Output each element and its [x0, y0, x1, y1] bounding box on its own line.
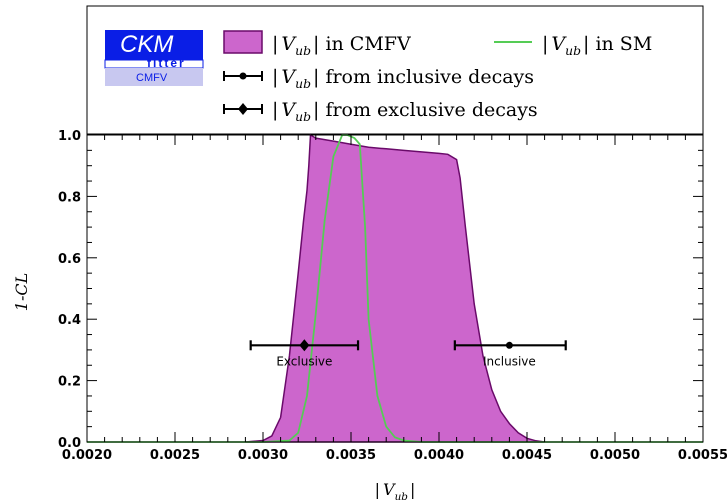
x-tick-label: 0.0020	[62, 448, 112, 463]
x-tick-label: 0.0045	[502, 448, 552, 463]
legend-sm-label: | Vub | in SM	[542, 33, 652, 58]
x-axis-label: | Vub |	[375, 480, 416, 503]
error-bar-inclusive: Inclusive	[453, 340, 567, 368]
x-tick-label: 0.0055	[678, 448, 727, 463]
legend-exclusive-label: | Vub | from exclusive decays	[272, 99, 538, 124]
logo-cmfv-background	[105, 68, 203, 86]
error-bar-exclusive: Exclusive	[249, 339, 360, 368]
y-tick-label: 0.2	[58, 375, 81, 390]
series-cmfv-area	[245, 133, 545, 443]
axis-ticks: 0.0020 0.0025 0.0030 0.0035 0.0040 0.0045 0.00…	[58, 129, 727, 463]
x-tick-label: 0.0035	[326, 448, 376, 463]
error-bar-label: Exclusive	[276, 354, 332, 368]
ckmfitter-logo: CKM fitter CMFV	[104, 30, 204, 86]
legend-exclusive-swatch	[223, 103, 263, 115]
x-tick-label: 0.0025	[150, 448, 200, 463]
x-tick-label: 0.0050	[590, 448, 640, 463]
y-axis-label: 1-CL	[12, 273, 31, 311]
logo-fitter-text: fitter	[147, 56, 186, 70]
error-bar-label: Inclusive	[483, 354, 536, 368]
y-tick-label: 0.8	[58, 190, 81, 205]
legend-cmfv-label: | Vub | in CMFV	[272, 33, 411, 58]
y-tick-label: 0.0	[58, 436, 81, 451]
legend-cmfv-swatch	[223, 30, 263, 54]
legend-inclusive-label: | Vub | from inclusive decays	[272, 66, 534, 91]
x-tick-label: 0.0030	[238, 448, 288, 463]
logo-background	[105, 30, 203, 60]
logo-ckm-text: CKM	[120, 31, 173, 58]
plot-frame	[86, 134, 704, 443]
logo-cmfv-text: CMFV	[136, 72, 168, 84]
y-tick-label: 0.6	[58, 252, 81, 267]
y-tick-label: 1.0	[58, 129, 81, 144]
y-tick-label: 0.4	[58, 313, 81, 328]
x-tick-label: 0.0040	[414, 448, 464, 463]
legend-inclusive-swatch	[223, 71, 263, 81]
x-axis-label-text: | Vub |	[375, 480, 416, 503]
